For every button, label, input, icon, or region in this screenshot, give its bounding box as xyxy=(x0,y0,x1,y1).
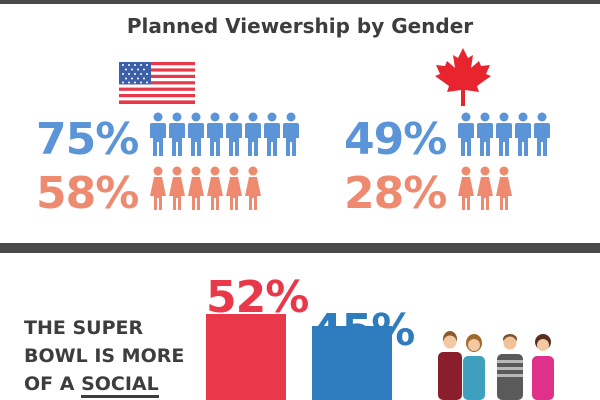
bar-a xyxy=(206,314,286,400)
page-title: Planned Viewership by Gender xyxy=(126,14,474,38)
female-person-icon xyxy=(207,166,223,210)
social-caption: THE SUPER BOWL IS MORE OF A SOCIAL xyxy=(24,314,184,398)
usa-male-icon-row xyxy=(150,112,310,156)
caption-line-2: BOWL IS MORE xyxy=(24,345,185,367)
male-person-icon xyxy=(477,112,493,156)
caption-line-3-prefix: OF A xyxy=(24,373,82,395)
person-1 xyxy=(438,331,462,400)
bar-a-label: 52% xyxy=(206,272,309,323)
female-person-icon xyxy=(477,166,493,210)
section-divider xyxy=(0,243,600,253)
female-person-icon xyxy=(245,166,261,210)
female-person-icon xyxy=(150,166,166,210)
maple-leaf-icon xyxy=(435,48,491,106)
usa-female-icon-row xyxy=(150,166,290,210)
group-of-people-illustration xyxy=(438,331,554,400)
canada-male-percentage: 49% xyxy=(344,114,447,165)
caption-underlined-word: SOCIAL xyxy=(81,373,159,398)
male-person-icon xyxy=(458,112,474,156)
female-person-icon xyxy=(458,166,474,210)
male-person-icon xyxy=(226,112,242,156)
person-4 xyxy=(532,334,554,400)
male-person-icon xyxy=(496,112,512,156)
canada-female-icon-row xyxy=(458,166,528,210)
male-person-icon xyxy=(150,112,166,156)
usa-male-percentage: 75% xyxy=(36,114,139,165)
person-3 xyxy=(497,334,523,400)
female-person-icon xyxy=(496,166,512,210)
caption-line-1: THE SUPER xyxy=(24,317,144,339)
female-person-icon xyxy=(188,166,204,210)
bar-b xyxy=(312,325,392,400)
male-person-icon xyxy=(245,112,261,156)
male-person-icon xyxy=(264,112,280,156)
canada-female-percentage: 28% xyxy=(344,168,447,219)
usa-female-percentage: 58% xyxy=(36,168,139,219)
top-border xyxy=(0,0,600,4)
person-2 xyxy=(463,334,485,400)
male-person-icon xyxy=(534,112,550,156)
female-person-icon xyxy=(226,166,242,210)
female-person-icon xyxy=(169,166,185,210)
male-person-icon xyxy=(207,112,223,156)
caption-line-3: OF A SOCIAL xyxy=(24,370,184,398)
male-person-icon xyxy=(169,112,185,156)
canada-male-icon-row xyxy=(458,112,568,156)
male-person-icon xyxy=(283,112,299,156)
male-person-icon xyxy=(188,112,204,156)
male-person-icon xyxy=(515,112,531,156)
usa-flag-icon xyxy=(119,62,195,104)
